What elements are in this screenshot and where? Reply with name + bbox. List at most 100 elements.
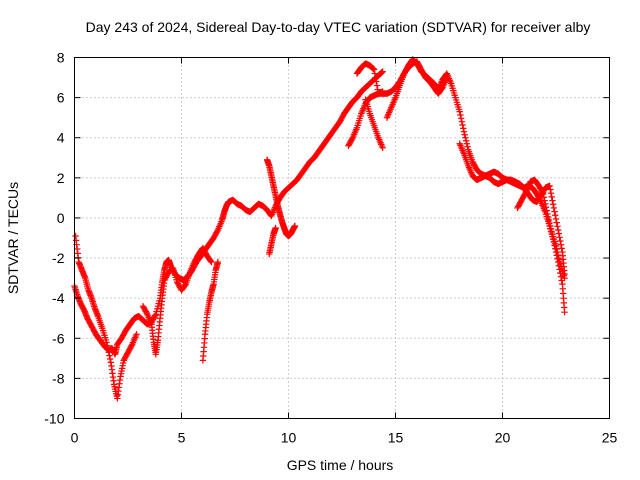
grid-lines [74,57,610,419]
data-point-track-9 [372,74,379,81]
data-point-track-12 [546,219,553,227]
data-point-track-11 [547,190,555,197]
data-point-track-2 [103,339,110,346]
data-point-track-12 [547,222,554,230]
data-point-track-1 [151,312,159,319]
data-point-track-10 [461,131,468,138]
y-axis-label: SDTVAR / TECUs [5,182,21,294]
data-point-track-2 [133,331,140,338]
data-point-track-12 [543,207,550,214]
data-point-track-2 [106,352,113,359]
data-point-track-3 [208,258,215,266]
data-point-track-9 [373,78,380,85]
data-point-track-10 [464,143,471,150]
data-marks [71,56,568,402]
data-point-track-3 [181,281,189,289]
data-point-track-10 [462,137,470,144]
y-tick-label: -4 [52,290,65,306]
data-point-track-11 [557,237,564,245]
data-point-track-9 [371,70,379,77]
data-point-track-3 [143,309,150,317]
x-tick-label: 0 [71,430,79,446]
data-point-track-10 [557,273,565,280]
data-point-track-10 [463,140,471,147]
x-tick-label: 25 [602,430,618,446]
data-point-track-1 [213,228,221,235]
data-point-track-9 [373,82,381,89]
data-point-track-9 [374,86,381,93]
data-point-track-10 [561,309,568,316]
data-point-track-11 [549,197,556,204]
x-axis-label: GPS time / hours [287,457,394,473]
data-point-track-12 [544,213,552,221]
data-point-track-12 [541,197,548,204]
data-point-track-11 [551,208,558,215]
data-point-track-11 [554,223,561,230]
data-point-track-4 [214,258,222,266]
data-point-track-11 [557,241,565,248]
data-point-track-12 [522,190,529,197]
data-point-track-12 [553,245,560,253]
data-point-track-8 [379,144,386,151]
y-tick-label: -6 [52,330,65,346]
data-point-track-2 [104,345,112,353]
data-point-track-12 [556,257,563,265]
data-point-track-10 [460,128,468,135]
data-point-track-10 [460,125,467,132]
y-tick-label: -8 [52,370,65,386]
data-point-track-12 [545,216,553,224]
data-point-track-9 [369,64,376,72]
y-tick-label: -10 [44,411,64,427]
data-point-track-10 [457,115,465,122]
y-tick-label: 4 [57,130,65,146]
data-point-track-12 [540,194,548,201]
data-point-track-1 [379,68,386,75]
data-point-track-2 [105,349,112,356]
data-point-track-2 [106,355,114,363]
data-point-track-12 [542,200,549,208]
data-point-track-12 [561,274,568,282]
data-point-track-11 [552,212,559,219]
y-tick-label: 8 [57,50,65,66]
data-point-track-9 [370,65,377,73]
data-point-track-11 [546,182,553,190]
data-point-track-6 [272,224,279,232]
y-tick-label: 2 [57,170,65,186]
data-point-track-3 [207,257,214,265]
y-tick-label: 0 [57,210,65,226]
data-point-track-11 [552,215,560,223]
data-point-track-12 [552,242,560,250]
data-point-track-10 [458,118,466,125]
data-point-track-11 [549,201,557,208]
y-tick-label: -2 [52,250,65,266]
data-point-track-11 [547,186,554,193]
y-tick-label: 6 [57,90,65,106]
data-point-track-12 [544,210,551,218]
data-point-track-5 [291,222,299,230]
data-point-track-12 [554,251,562,259]
data-point-track-11 [558,245,565,252]
data-point-track-11 [553,219,560,226]
axis-ticks: 0 5 10 15 20 25 -10 -8 -6 -4 -2 0 2 4 6 8 [44,50,617,446]
data-point-track-12 [554,248,561,256]
data-point-track-10 [459,121,466,129]
data-point-track-11 [554,226,562,234]
x-tick-label: 10 [281,430,297,446]
data-point-track-10 [462,134,469,141]
data-point-track-2 [104,342,111,349]
data-point-track-12 [555,254,563,262]
chart-title: Day 243 of 2024, Sidereal Day-to-day VTE… [86,19,591,35]
data-point-track-9 [370,66,378,73]
data-point-track-12 [539,190,547,198]
data-point-track-11 [548,193,555,201]
data-point-track-10 [456,108,463,115]
x-tick-label: 15 [388,430,404,446]
data-point-track-1 [378,69,386,76]
data-point-track-1 [378,69,385,77]
data-point-track-11 [550,204,558,212]
data-point-track-12 [542,204,550,211]
x-tick-label: 20 [495,430,511,446]
plot-frame [74,57,610,419]
data-point-track-12 [539,189,546,196]
